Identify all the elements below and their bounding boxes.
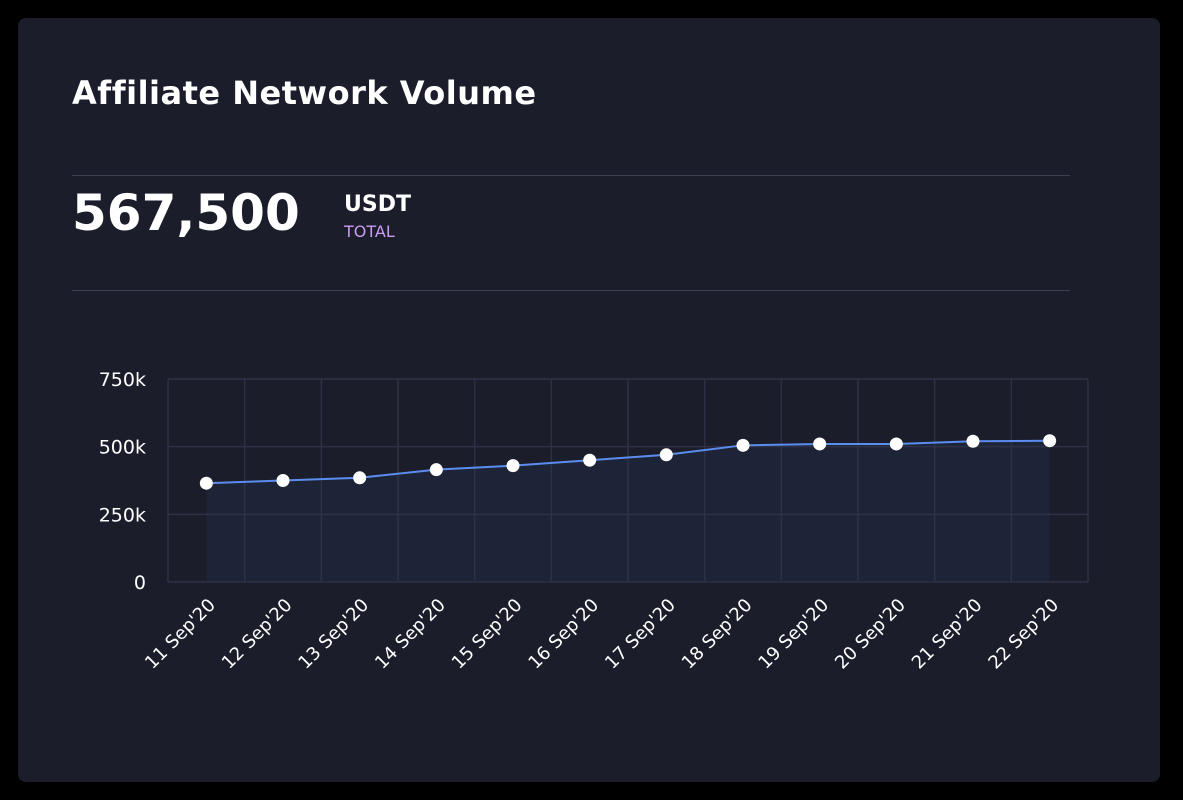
- data-point: [353, 471, 367, 485]
- data-point: [1043, 434, 1057, 448]
- data-point: [813, 437, 827, 451]
- x-tick-label: 20 Sep'20: [831, 595, 910, 674]
- x-tick-label: 11 Sep'20: [141, 595, 220, 674]
- y-tick-label: 500k: [99, 437, 146, 459]
- x-tick-label: 19 Sep'20: [754, 595, 833, 674]
- x-tick-label: 16 Sep'20: [524, 595, 603, 674]
- x-tick-label: 14 Sep'20: [371, 595, 450, 674]
- y-tick-label: 250k: [99, 504, 146, 526]
- data-point: [506, 459, 520, 473]
- data-point: [199, 476, 213, 490]
- data-point: [429, 463, 443, 477]
- data-point: [659, 448, 673, 462]
- data-point: [583, 453, 597, 467]
- x-tick-label: 13 Sep'20: [294, 595, 373, 674]
- total-value: 567,500: [72, 184, 300, 242]
- data-point: [276, 474, 290, 487]
- card-title: Affiliate Network Volume: [72, 74, 537, 112]
- divider: [72, 290, 1070, 291]
- total-label: TOTAL: [344, 222, 395, 241]
- x-tick-label: 15 Sep'20: [448, 595, 527, 674]
- x-tick-label: 21 Sep'20: [908, 595, 987, 674]
- data-point: [966, 434, 980, 448]
- divider: [72, 175, 1070, 176]
- x-tick-label: 18 Sep'20: [678, 595, 757, 674]
- x-tick-label: 17 Sep'20: [601, 595, 680, 674]
- y-tick-label: 0: [134, 572, 146, 594]
- x-tick-label: 12 Sep'20: [218, 595, 297, 674]
- x-tick-label: 22 Sep'20: [984, 595, 1063, 674]
- data-point: [736, 438, 750, 452]
- data-point: [889, 437, 903, 451]
- y-tick-label: 750k: [99, 369, 146, 391]
- total-unit: USDT: [344, 192, 411, 217]
- chart-card: [18, 18, 1160, 782]
- series-line: [206, 439, 1050, 485]
